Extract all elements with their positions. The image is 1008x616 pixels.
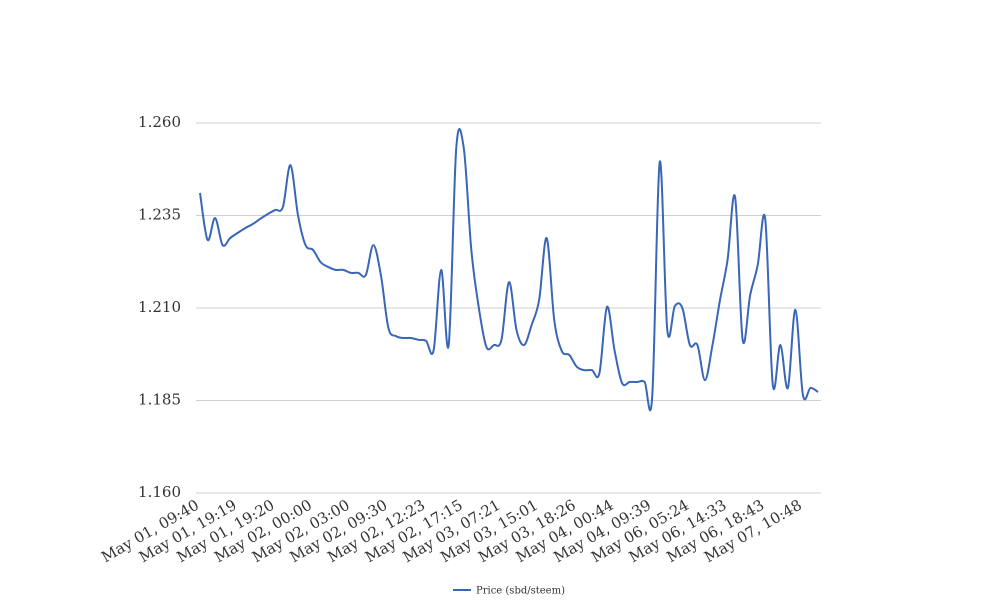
price-line bbox=[199, 128, 819, 412]
y-tick-label: 1.235 bbox=[138, 206, 181, 224]
legend-label: Price (sbd/steem) bbox=[476, 586, 565, 597]
y-tick-label: 1.185 bbox=[138, 391, 181, 409]
y-tick-label: 1.160 bbox=[138, 483, 181, 501]
y-tick-label: 1.260 bbox=[138, 113, 181, 131]
y-tick-label: 1.210 bbox=[138, 298, 181, 316]
